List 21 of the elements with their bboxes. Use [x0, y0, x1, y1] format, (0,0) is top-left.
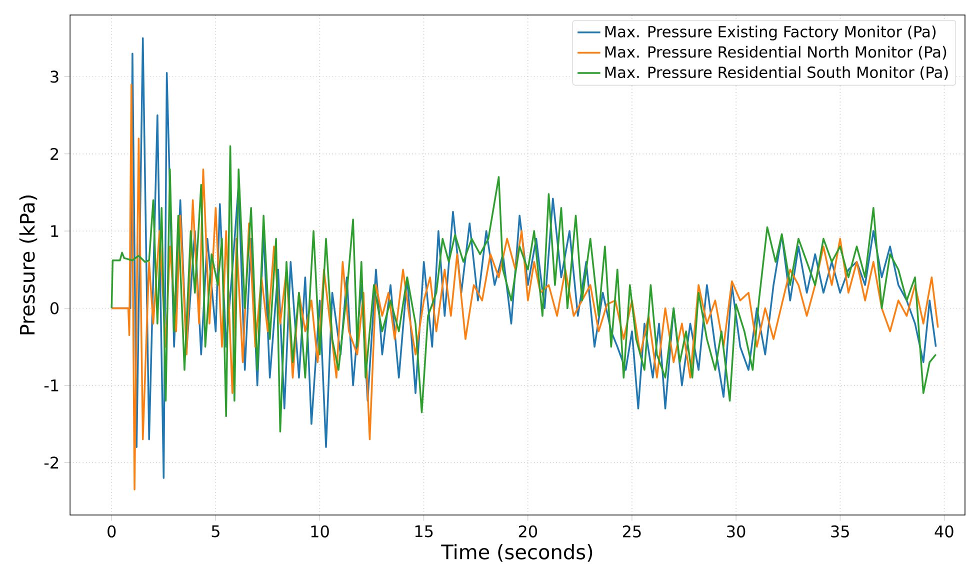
legend-label: Max. Pressure Residential North Monitor (Pa) [605, 46, 946, 60]
legend-label: Max. Pressure Residential South Monitor (Pa) [605, 66, 948, 80]
x-tick-label: 30 [727, 525, 746, 538]
x-tick-label: 35 [831, 525, 849, 538]
x-tick-label: 15 [415, 525, 433, 538]
y-tick-label: -2 [44, 456, 58, 468]
y-axis-title: Pressure (kPa) [19, 195, 38, 334]
x-tick-label: 10 [311, 525, 329, 538]
y-tick-label: -1 [44, 379, 58, 392]
y-tick-label: 0 [50, 302, 59, 314]
x-tick-label: 40 [934, 525, 954, 538]
x-tick-label: 25 [622, 525, 641, 538]
x-tick-label: 0 [108, 525, 116, 538]
y-tick-label: 2 [50, 148, 58, 160]
y-tick-label: 1 [51, 225, 58, 237]
x-tick-label: 5 [212, 525, 220, 538]
legend-label: Max. Pressure Existing Factory Monitor (Pa) [605, 25, 936, 40]
line-series [110, 145, 937, 432]
x-tick-label: 20 [518, 525, 538, 538]
x-axis-title: Time (seconds) [441, 544, 592, 562]
y-tick-label: 3 [50, 70, 58, 83]
